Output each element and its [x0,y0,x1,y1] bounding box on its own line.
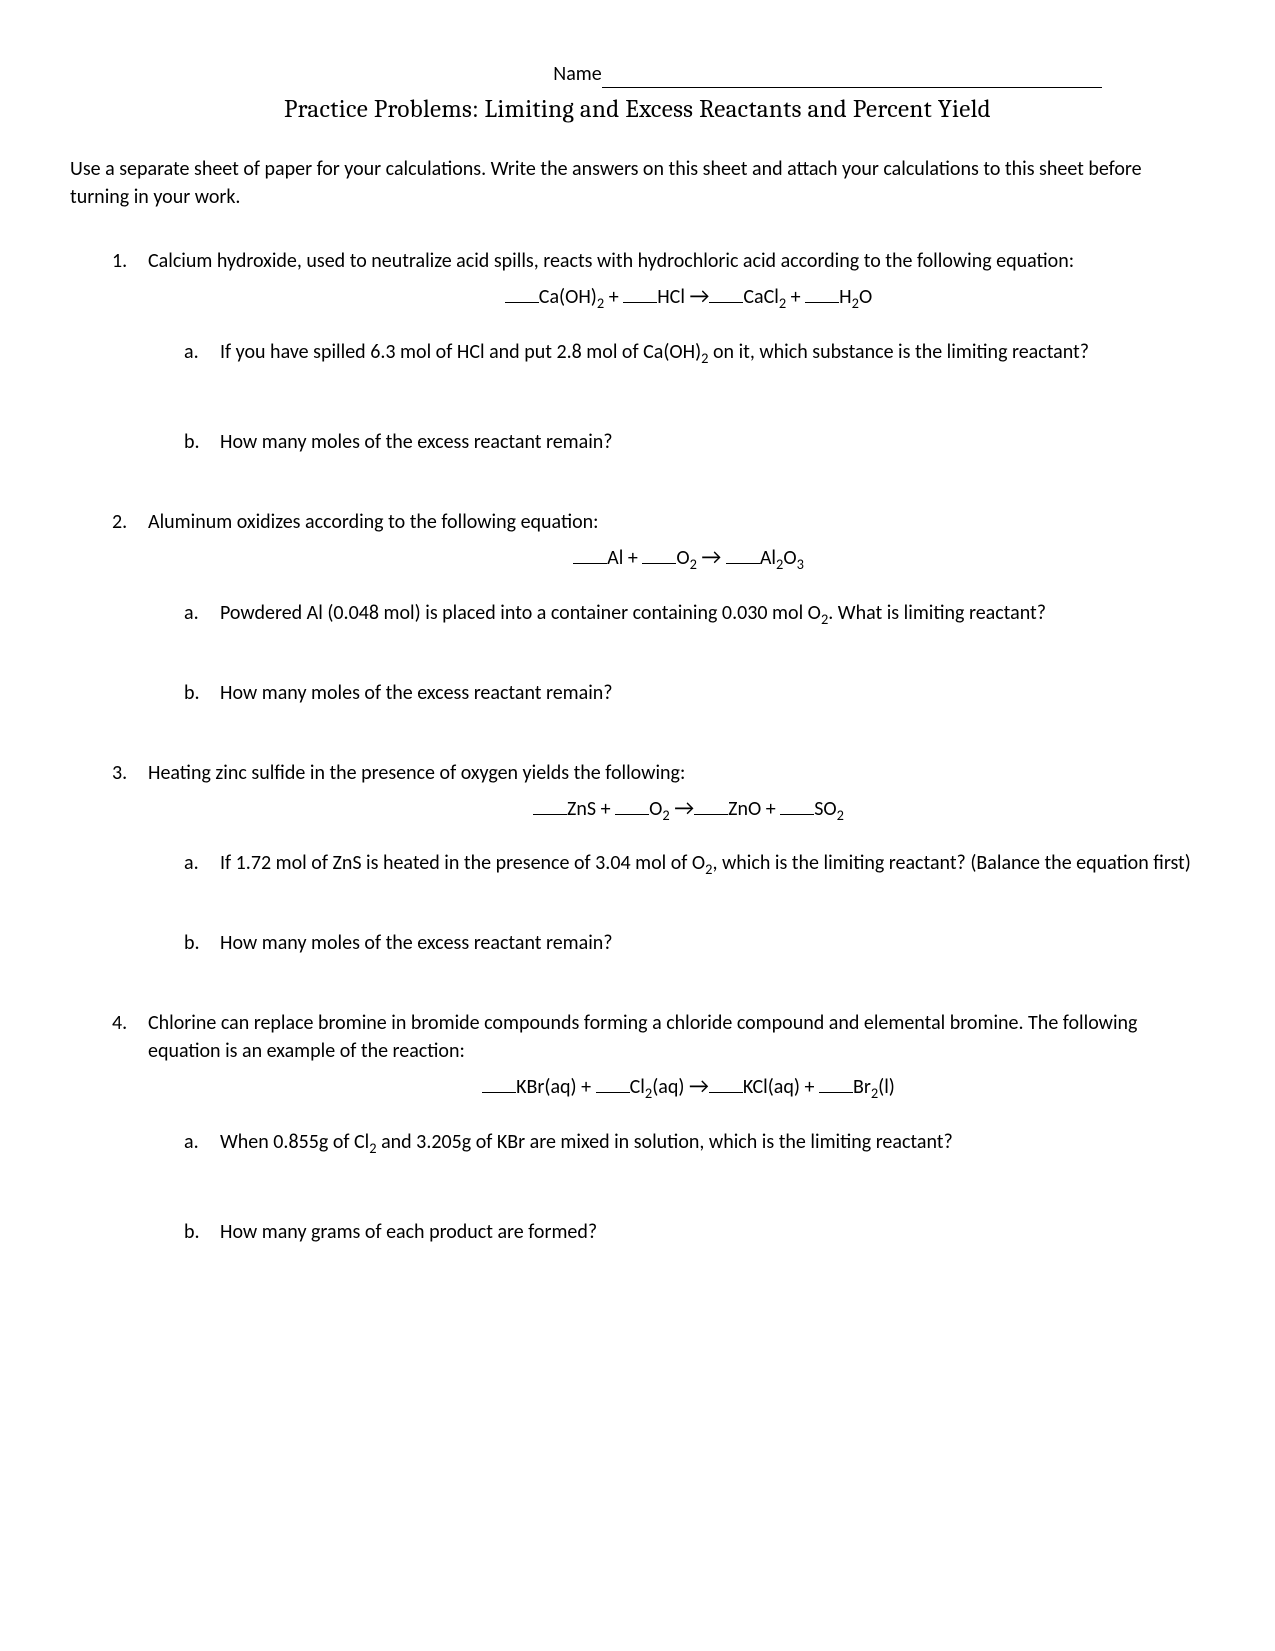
coef-blank[interactable] [709,283,743,303]
sub-letter: a. [184,599,220,627]
sub-question-4a: a. When 0.855g of Cl2 and 3.205g of KBr … [184,1128,1205,1156]
problem-number: 2. [112,508,148,536]
arrow-icon: → [701,543,721,570]
equation-2: Al + O2 → Al2O3 [112,542,1205,573]
problem-text: Calcium hydroxide, used to neutralize ac… [148,247,1074,275]
coef-blank[interactable] [780,795,814,815]
problem-1: 1. Calcium hydroxide, used to neutralize… [70,247,1205,456]
sub-letter: b. [184,1218,220,1246]
sub-letter: b. [184,428,220,456]
sub-letter: b. [184,929,220,957]
coef-blank[interactable] [505,283,539,303]
sub-text: If you have spilled 6.3 mol of HCl and p… [220,338,1205,366]
sub-text: How many moles of the excess reactant re… [220,428,1205,456]
name-field-row: Name [70,60,1205,88]
coef-blank[interactable] [482,1073,516,1093]
coef-blank[interactable] [642,544,676,564]
equation-4: KBr(aq) + Cl2(aq) →KCl(aq) + Br2(l) [112,1071,1205,1102]
sub-text: If 1.72 mol of ZnS is heated in the pres… [220,849,1205,877]
problem-text: Heating zinc sulfide in the presence of … [148,759,685,787]
sub-question-4b: b. How many grams of each product are fo… [184,1218,1205,1246]
sub-text: How many moles of the excess reactant re… [220,679,1205,707]
problem-3: 3. Heating zinc sulfide in the presence … [70,759,1205,958]
equation-1: Ca(OH)2 + HCl →CaCl2 + H2O [112,281,1205,312]
sub-letter: b. [184,679,220,707]
problem-number: 3. [112,759,148,787]
arrow-icon: → [674,794,694,821]
name-label: Name [553,62,601,86]
page-title: Practice Problems: Limiting and Excess R… [70,92,1205,127]
problem-4: 4. Chlorine can replace bromine in bromi… [70,1009,1205,1246]
sub-letter: a. [184,1128,220,1156]
coef-blank[interactable] [615,795,649,815]
problem-number: 4. [112,1009,148,1065]
sub-letter: a. [184,849,220,877]
sub-question-2b: b. How many moles of the excess reactant… [184,679,1205,707]
sub-letter: a. [184,338,220,366]
arrow-icon: → [689,282,709,309]
problem-text: Aluminum oxidizes according to the follo… [148,508,599,536]
problem-number: 1. [112,247,148,275]
sub-question-1a: a. If you have spilled 6.3 mol of HCl an… [184,338,1205,366]
coef-blank[interactable] [596,1073,630,1093]
problem-text: Chlorine can replace bromine in bromide … [148,1009,1205,1065]
equation-3: ZnS + O2 →ZnO + SO2 [112,793,1205,824]
coef-blank[interactable] [726,544,760,564]
name-blank-line[interactable] [602,87,1102,88]
problem-2: 2. Aluminum oxidizes according to the fo… [70,508,1205,707]
sub-text: When 0.855g of Cl2 and 3.205g of KBr are… [220,1128,1205,1156]
coef-blank[interactable] [573,544,607,564]
coef-blank[interactable] [709,1073,743,1093]
coef-blank[interactable] [533,795,567,815]
coef-blank[interactable] [805,283,839,303]
coef-blank[interactable] [623,283,657,303]
arrow-icon: → [689,1072,709,1099]
sub-text: How many grams of each product are forme… [220,1218,1205,1246]
coef-blank[interactable] [694,795,728,815]
coef-blank[interactable] [819,1073,853,1093]
sub-question-3a: a. If 1.72 mol of ZnS is heated in the p… [184,849,1205,877]
sub-text: Powdered Al (0.048 mol) is placed into a… [220,599,1205,627]
intro-text: Use a separate sheet of paper for your c… [70,155,1205,211]
sub-question-3b: b. How many moles of the excess reactant… [184,929,1205,957]
sub-question-1b: b. How many moles of the excess reactant… [184,428,1205,456]
sub-text: How many moles of the excess reactant re… [220,929,1205,957]
sub-question-2a: a. Powdered Al (0.048 mol) is placed int… [184,599,1205,627]
